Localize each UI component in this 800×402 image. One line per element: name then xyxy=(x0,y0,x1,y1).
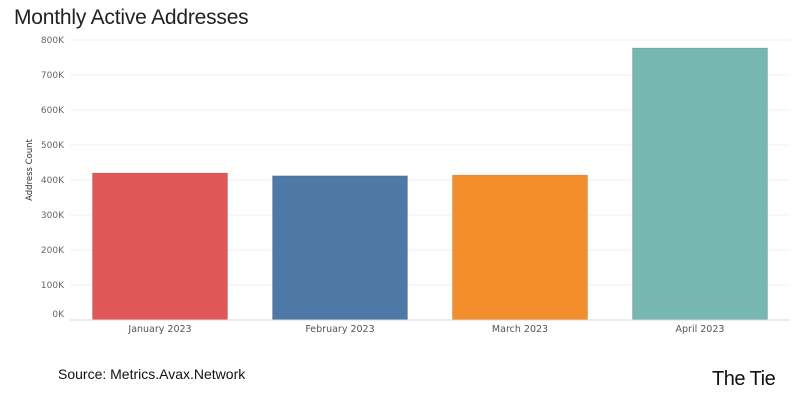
x-tick-label: April 2023 xyxy=(676,324,725,335)
y-axis-title: Address Count xyxy=(25,138,35,200)
y-tick-label: 0K xyxy=(52,310,65,320)
y-tick-label: 200K xyxy=(41,246,65,256)
source-caption: Source: Metrics.Avax.Network xyxy=(58,366,246,382)
chart-title: Monthly Active Addresses xyxy=(14,6,249,29)
y-tick-label: 700K xyxy=(41,71,65,81)
x-axis-labels: January 2023 February 2023 March 2023 April… xyxy=(127,324,724,335)
y-tick-label: 600K xyxy=(41,106,65,116)
y-tick-label: 400K xyxy=(41,176,65,186)
bar-march-2023 xyxy=(452,174,588,321)
bar-april-2023 xyxy=(632,47,768,321)
bar-january-2023 xyxy=(92,172,228,321)
bar-february-2023 xyxy=(272,175,408,321)
x-tick-label: March 2023 xyxy=(492,324,548,335)
y-axis-ticks: 0K 100K 200K 300K 400K 500K 600K 700K 800K xyxy=(41,36,65,320)
bars xyxy=(92,47,768,321)
y-tick-label: 500K xyxy=(41,141,65,151)
y-tick-label: 800K xyxy=(41,36,65,46)
brand-logo: The Tie xyxy=(712,368,776,390)
x-tick-label: February 2023 xyxy=(305,324,374,335)
x-tick-label: January 2023 xyxy=(127,324,191,335)
y-tick-label: 100K xyxy=(41,281,65,291)
y-tick-label: 300K xyxy=(41,211,65,221)
